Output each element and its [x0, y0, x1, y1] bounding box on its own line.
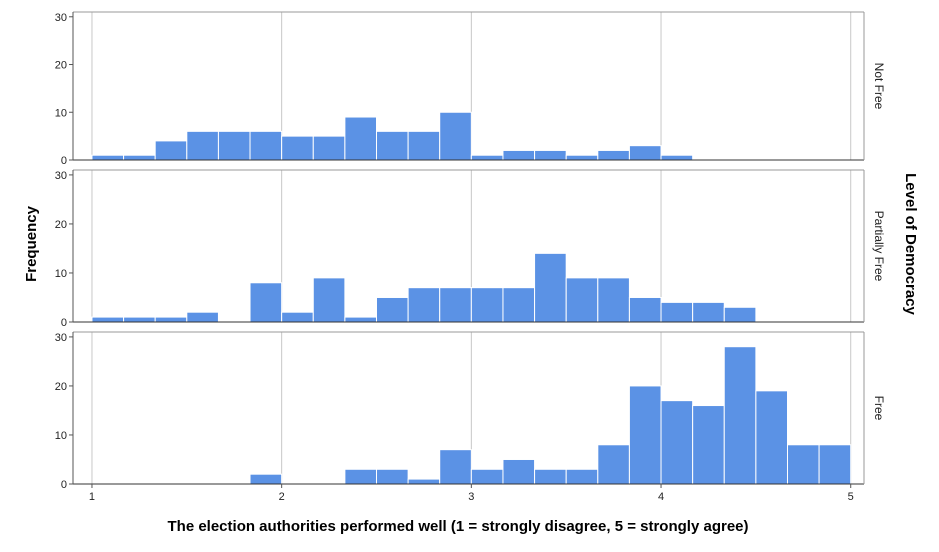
histogram-bar — [91, 154, 125, 161]
histogram-bar — [312, 135, 346, 161]
x-tick-label: 2 — [279, 491, 285, 503]
histogram-bar — [154, 140, 188, 161]
y-tick-label: 10 — [55, 430, 67, 442]
histogram-bar — [534, 252, 567, 323]
histogram-bar — [344, 116, 378, 161]
histogram-bar — [439, 287, 472, 323]
histogram-bar — [660, 154, 694, 161]
panel-not-free: 0 10 20 30 Not Free — [55, 11, 886, 167]
y-tick-label: 30 — [55, 170, 67, 182]
y-tick-label: 30 — [55, 12, 67, 24]
histogram-bar — [407, 287, 441, 323]
y-tick-label: 0 — [61, 155, 67, 167]
histogram-bar — [344, 316, 378, 323]
facet-label: Not Free — [872, 63, 886, 110]
histogram-bar — [628, 296, 662, 323]
histogram-bar — [502, 287, 536, 323]
histogram-bar — [534, 468, 567, 485]
histogram-bar — [376, 130, 409, 161]
histogram-bar — [597, 444, 630, 485]
histogram-bar — [281, 311, 314, 323]
panel-partially-free: 0 10 20 30 Partially Free — [55, 169, 886, 329]
histogram-bar — [249, 473, 283, 485]
histogram-bar — [439, 111, 472, 161]
histogram-bar — [786, 444, 820, 485]
histogram-bar — [123, 154, 156, 161]
y-tick-label: 0 — [61, 317, 67, 329]
histogram-bar — [755, 390, 788, 485]
facet-axis-title: Level of Democracy — [902, 173, 919, 315]
histogram-bar — [407, 478, 441, 485]
histogram-bar — [344, 468, 378, 485]
histogram-bar — [597, 277, 630, 323]
histogram-bar — [312, 277, 346, 323]
histogram-bar — [186, 311, 219, 323]
histogram-bar — [123, 316, 156, 323]
x-tick-label: 5 — [848, 491, 854, 503]
histogram-bar — [660, 301, 694, 323]
y-tick-label: 20 — [55, 381, 67, 393]
y-tick-label: 20 — [55, 60, 67, 72]
x-tick-label: 3 — [468, 491, 474, 503]
x-tick-labels: 1 2 3 4 5 — [89, 484, 854, 503]
histogram-bar — [660, 400, 694, 485]
y-tick-label: 0 — [61, 479, 67, 491]
histogram-bar — [154, 316, 188, 323]
histogram-bar — [376, 296, 409, 323]
histogram-bar — [281, 135, 314, 161]
x-tick-label: 1 — [89, 491, 95, 503]
histogram-bar — [91, 316, 125, 323]
facet-label: Free — [872, 396, 886, 421]
histogram-bar — [723, 346, 757, 485]
y-tick-label: 30 — [55, 332, 67, 344]
histogram-bar — [470, 154, 504, 161]
histogram-bar — [692, 405, 725, 485]
histogram-bar — [249, 282, 283, 323]
histogram-bar — [628, 145, 662, 161]
y-tick-label: 10 — [55, 107, 67, 119]
histogram-bar — [534, 149, 567, 161]
histogram-bar — [565, 277, 599, 323]
histogram-bar — [186, 130, 219, 161]
histogram-bar — [565, 154, 599, 161]
facet-label: Partially Free — [872, 211, 886, 282]
histogram-bar — [565, 468, 599, 485]
y-tick-label: 20 — [55, 219, 67, 231]
histogram-bar — [470, 468, 504, 485]
histogram-bar — [597, 149, 630, 161]
histogram-bar — [723, 306, 757, 323]
histogram-bar — [692, 301, 725, 323]
histogram-bar — [439, 449, 472, 485]
histogram-bar — [502, 458, 536, 485]
panel-free: 0 10 20 30 Free — [55, 331, 886, 491]
histogram-bar — [376, 468, 409, 485]
y-tick-label: 10 — [55, 268, 67, 280]
histogram-bar — [470, 287, 504, 323]
histogram-bar — [407, 130, 441, 161]
x-tick-label: 4 — [658, 491, 664, 503]
y-axis-title: Frequency — [23, 205, 40, 282]
histogram-bar — [217, 130, 251, 161]
x-axis-title: The election authorities performed well … — [168, 518, 749, 535]
histogram-bar — [502, 149, 536, 161]
histogram-bar — [818, 444, 852, 485]
histogram-bar — [628, 385, 662, 485]
histogram-bar — [249, 130, 283, 161]
panels-group: 0 10 20 30 Not Free 0 10 20 30 Partially Free 0 10 2… — [55, 11, 886, 491]
